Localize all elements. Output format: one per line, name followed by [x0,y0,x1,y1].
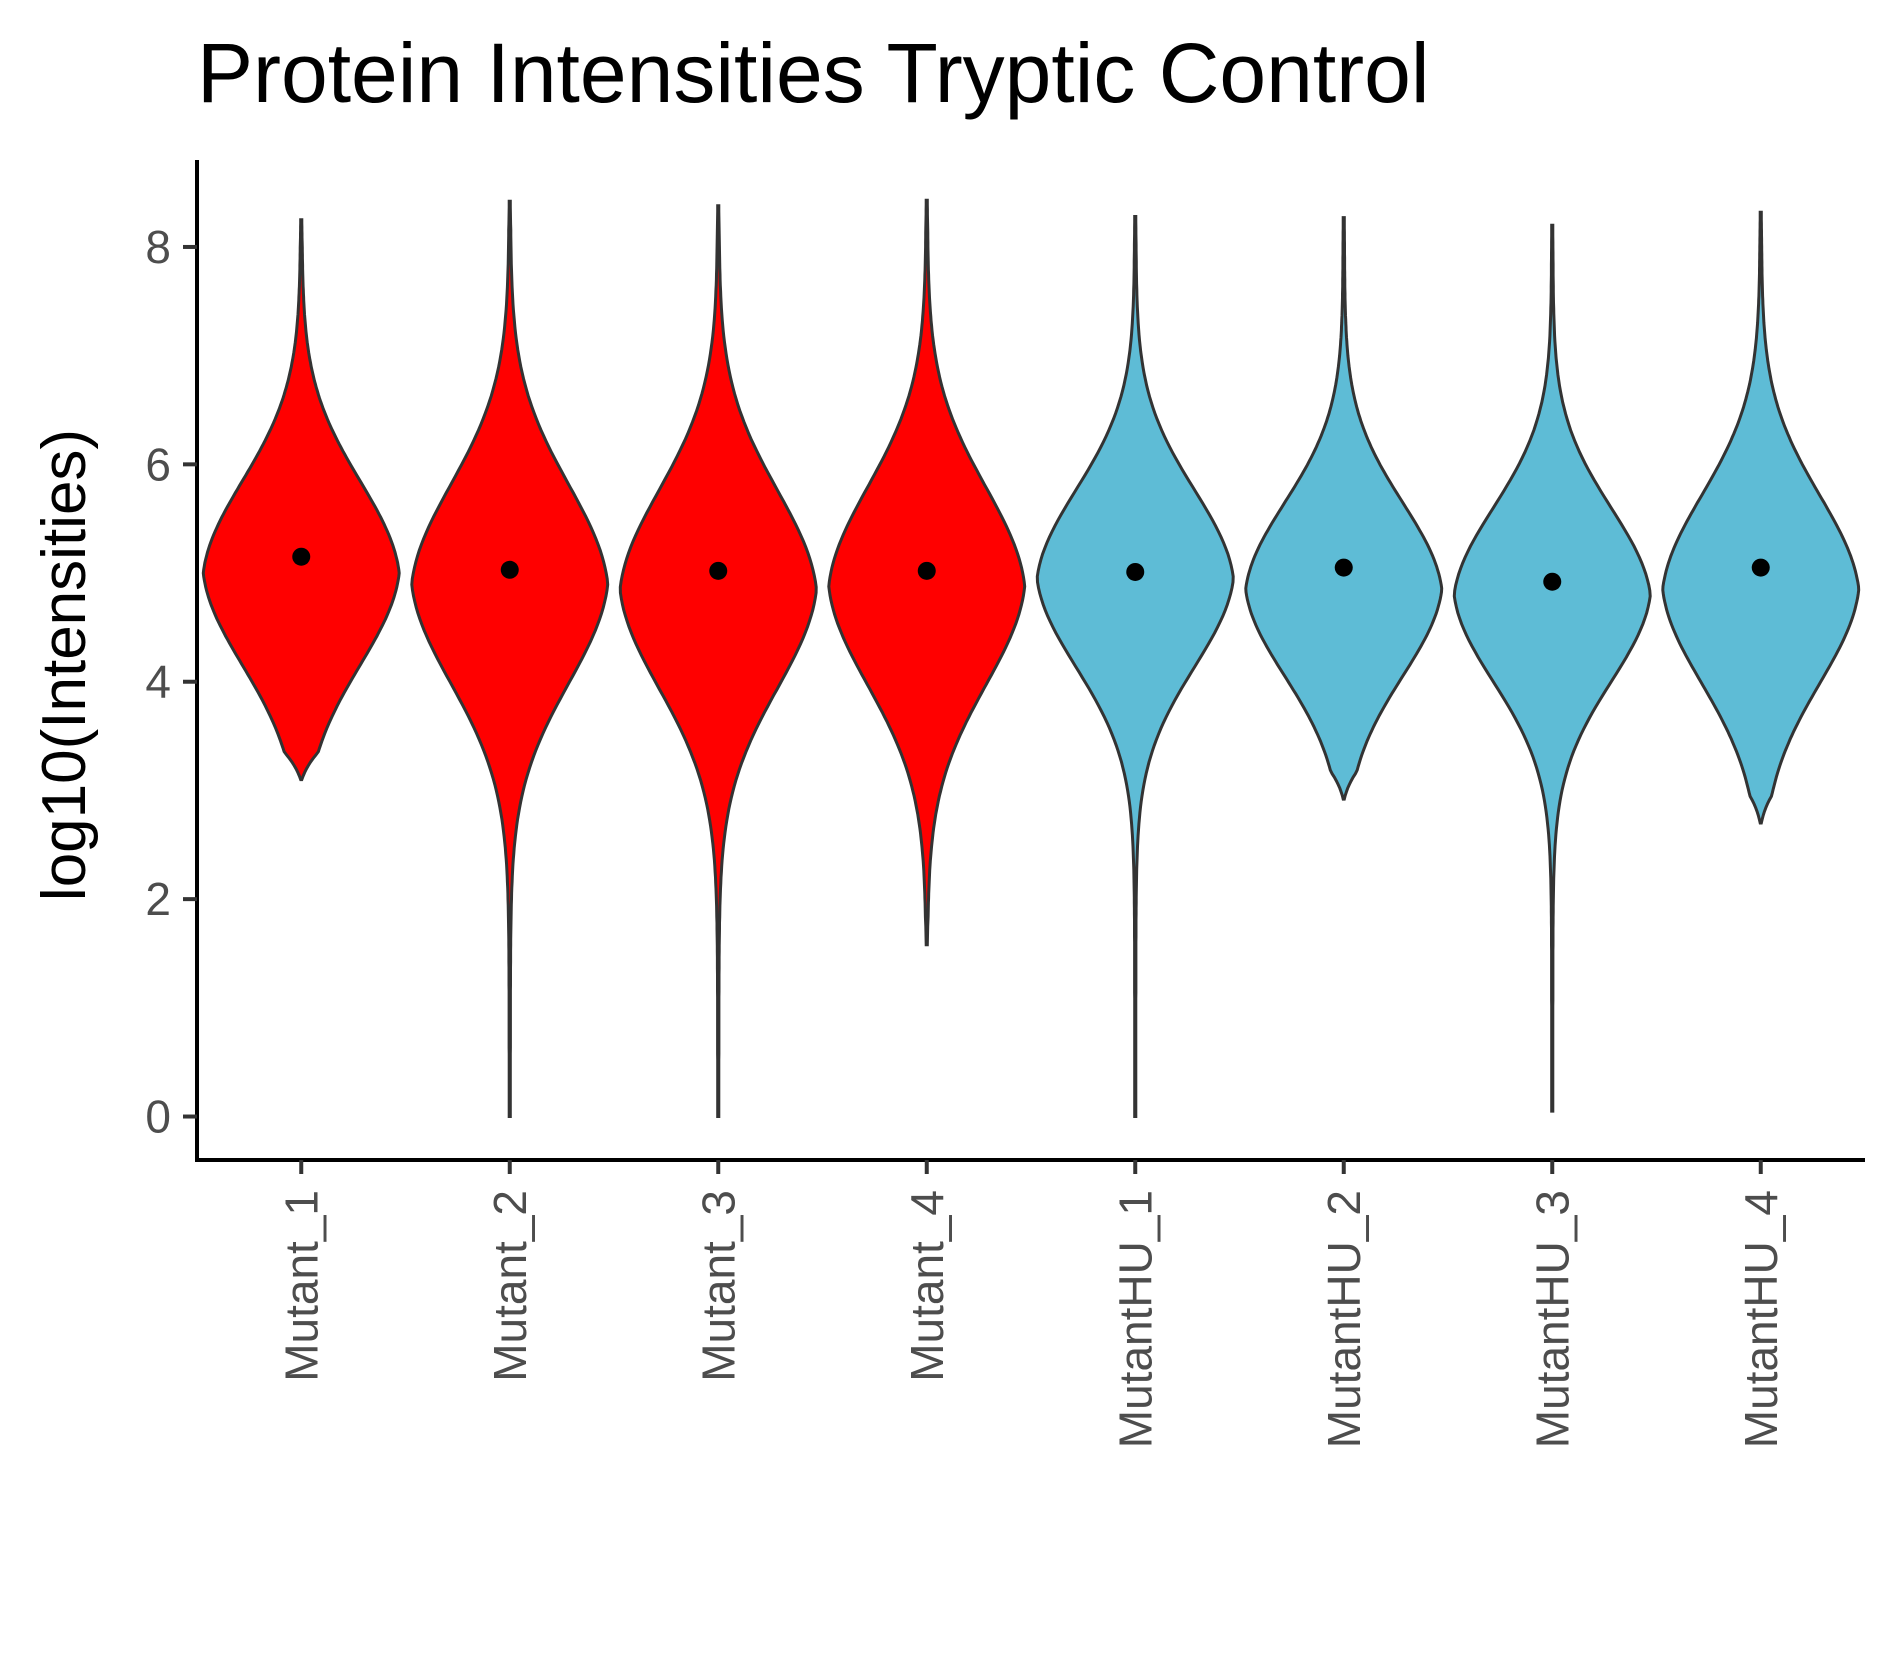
x-tick-label-Mutant_1: Mutant_1 [275,1190,327,1382]
median-point-Mutant_3 [709,561,728,580]
median-point-MutantHU_3 [1543,572,1562,591]
x-tick-label-Mutant_4: Mutant_4 [901,1190,953,1382]
violin-MutantHU_2 [1244,216,1444,801]
chart-title: Protein Intensities Tryptic Control [197,26,1430,120]
median-point-MutantHU_1 [1126,562,1145,581]
y-tick-label-0: 0 [145,1091,171,1143]
x-tick-label-MutantHU_2: MutantHU_2 [1318,1190,1370,1448]
x-tick-label-Mutant_3: Mutant_3 [692,1190,744,1382]
x-tick-label-MutantHU_4: MutantHU_4 [1735,1190,1787,1448]
x-tick-label-Mutant_2: Mutant_2 [484,1190,536,1382]
median-point-MutantHU_2 [1334,558,1353,577]
median-point-Mutant_1 [292,547,311,566]
violin-MutantHU_3 [1452,223,1652,1113]
violin-MutantHU_1 [1035,215,1235,1118]
y-tick-label-2: 2 [145,873,171,925]
x-tick-label-MutantHU_3: MutantHU_3 [1526,1190,1578,1448]
median-point-Mutant_4 [917,561,936,580]
violin-group [201,198,1861,1118]
violin-Mutant_1 [201,218,401,782]
axes: 0 2 4 6 8 Mutant_1 Mutant_2 Mutant_3 Mutant_4 Mut… [145,160,1865,1448]
violin-Mutant_3 [618,204,818,1118]
x-tick-label-MutantHU_1: MutantHU_1 [1109,1190,1161,1448]
y-tick-label-4: 4 [145,656,171,708]
violin-Mutant_2 [410,199,610,1118]
violin-MutantHU_4 [1661,210,1861,825]
y-tick-label-8: 8 [145,221,171,273]
y-axis-label: log10(Intensities) [30,429,99,901]
median-point-MutantHU_4 [1751,558,1770,577]
y-tick-label-6: 6 [145,438,171,490]
median-point-Mutant_2 [500,560,519,579]
